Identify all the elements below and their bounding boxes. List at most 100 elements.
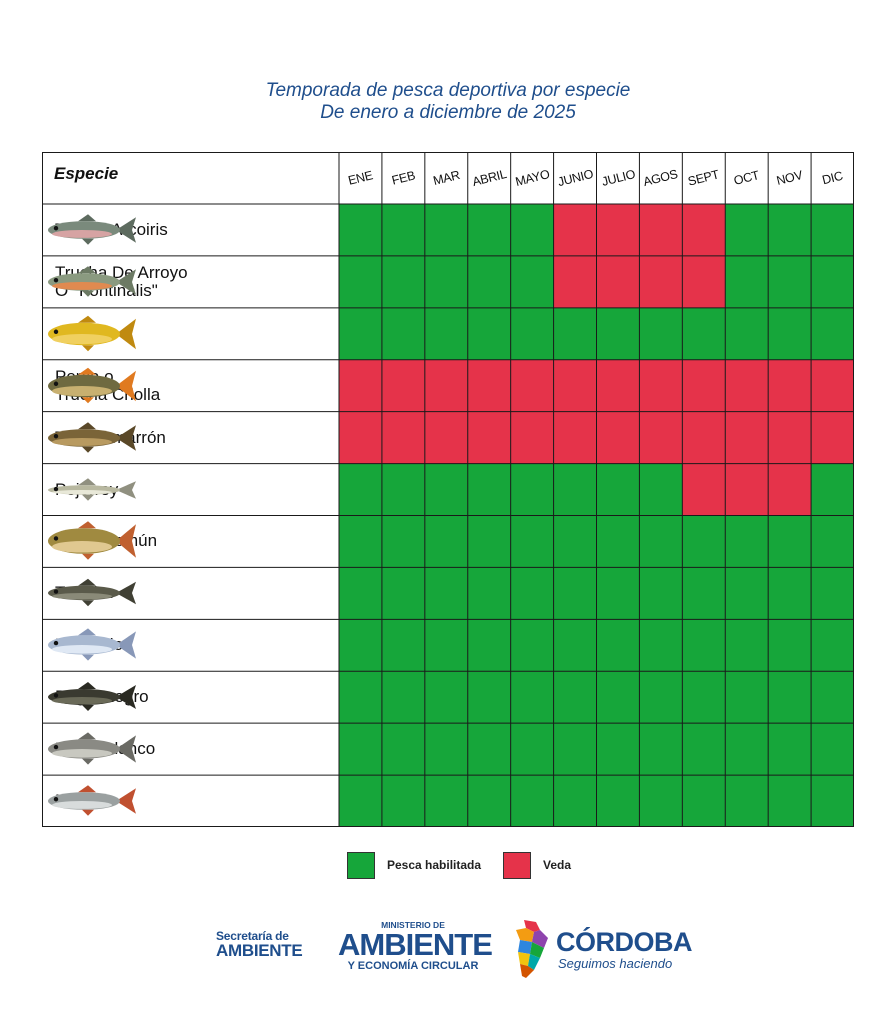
cell-4-sept xyxy=(682,411,726,464)
cell-2-mayo xyxy=(510,307,554,360)
cell-3-ene xyxy=(339,359,382,412)
cell-3-feb xyxy=(381,359,425,412)
cell-4-mar xyxy=(424,411,468,464)
cell-3-julio xyxy=(596,359,640,412)
cell-7-dic xyxy=(811,567,854,620)
perch-icon xyxy=(48,367,136,403)
secretaria-line-1: Secretaría de xyxy=(216,929,289,943)
cell-10-nov xyxy=(768,723,812,776)
cell-5-feb xyxy=(381,463,425,516)
cordoba-logo: CÓRDOBA Seguimos haciendo xyxy=(510,918,700,980)
cell-9-oct xyxy=(725,671,769,724)
table-grid-svg xyxy=(42,152,854,827)
cell-11-abril xyxy=(467,775,511,827)
cell-2-feb xyxy=(381,307,425,360)
cell-10-julio xyxy=(596,723,640,776)
cell-2-junio xyxy=(553,307,597,360)
cell-0-dic xyxy=(811,204,854,256)
cell-8-junio xyxy=(553,619,597,672)
cell-11-oct xyxy=(725,775,769,827)
cell-6-sept xyxy=(682,515,726,568)
cell-10-junio xyxy=(553,723,597,776)
cell-9-nov xyxy=(768,671,812,724)
cell-3-sept xyxy=(682,359,726,412)
cell-6-dic xyxy=(811,515,854,568)
cell-8-mayo xyxy=(510,619,554,672)
ministerio-line-2: AMBIENTE xyxy=(338,927,493,962)
cell-0-feb xyxy=(381,204,425,256)
cell-6-feb xyxy=(381,515,425,568)
cell-10-sept xyxy=(682,723,726,776)
cell-11-ene xyxy=(339,775,382,827)
cell-6-junio xyxy=(553,515,597,568)
cell-5-sept xyxy=(682,463,726,516)
ministerio-line-3: Y ECONOMÍA CIRCULAR xyxy=(347,960,479,972)
cell-7-mayo xyxy=(510,567,554,620)
cell-11-agos xyxy=(639,775,683,827)
cell-7-mar xyxy=(424,567,468,620)
legend: Pesca habilitada Veda xyxy=(0,852,896,880)
black-catfish-icon xyxy=(48,682,136,712)
species-column-header: Especie xyxy=(54,164,119,183)
cell-3-dic xyxy=(811,359,854,412)
cell-5-oct xyxy=(725,463,769,516)
cell-3-oct xyxy=(725,359,769,412)
cell-8-agos xyxy=(639,619,683,672)
cell-1-nov xyxy=(768,255,812,308)
cell-4-abril xyxy=(467,411,511,464)
cell-9-abril xyxy=(467,671,511,724)
legend-label-habilitada: Pesca habilitada xyxy=(387,858,482,872)
cell-11-julio xyxy=(596,775,640,827)
cell-10-abril xyxy=(467,723,511,776)
cell-10-agos xyxy=(639,723,683,776)
cell-6-agos xyxy=(639,515,683,568)
cell-6-oct xyxy=(725,515,769,568)
cell-5-nov xyxy=(768,463,812,516)
cell-7-agos xyxy=(639,567,683,620)
cell-1-feb xyxy=(381,255,425,308)
cell-5-dic xyxy=(811,463,854,516)
cordoba-line-1: CÓRDOBA xyxy=(556,927,693,957)
cell-8-oct xyxy=(725,619,769,672)
cell-4-ene xyxy=(339,411,382,464)
cell-9-feb xyxy=(381,671,425,724)
legend-swatch-habilitada xyxy=(347,852,375,879)
title-line-1: Temporada de pesca deportiva por especie xyxy=(265,80,631,101)
cell-10-dic xyxy=(811,723,854,776)
cell-6-mar xyxy=(424,515,468,568)
cell-6-ene xyxy=(339,515,382,568)
cell-0-abril xyxy=(467,204,511,256)
cell-4-nov xyxy=(768,411,812,464)
cell-8-ene xyxy=(339,619,382,672)
legend-label-veda: Veda xyxy=(543,858,572,872)
cell-0-agos xyxy=(639,204,683,256)
cell-2-julio xyxy=(596,307,640,360)
cell-3-junio xyxy=(553,359,597,412)
cell-8-feb xyxy=(381,619,425,672)
cell-3-mar xyxy=(424,359,468,412)
cell-9-mar xyxy=(424,671,468,724)
cell-10-ene xyxy=(339,723,382,776)
cell-6-abril xyxy=(467,515,511,568)
cell-10-oct xyxy=(725,723,769,776)
cell-7-julio xyxy=(596,567,640,620)
cell-2-mar xyxy=(424,307,468,360)
cell-9-dic xyxy=(811,671,854,724)
cell-2-oct xyxy=(725,307,769,360)
secretaria-ambiente-logo: Secretaría de AMBIENTE xyxy=(216,929,316,961)
page-title: Temporada de pesca deportiva por especie… xyxy=(0,80,896,124)
ministerio-ambiente-logo: MINISTERIO DE AMBIENTE Y ECONOMÍA CIRCUL… xyxy=(338,921,493,973)
cell-2-dic xyxy=(811,307,854,360)
cell-1-mar xyxy=(424,255,468,308)
cell-4-feb xyxy=(381,411,425,464)
cell-1-oct xyxy=(725,255,769,308)
mojarra-icon xyxy=(48,785,136,816)
cell-5-abril xyxy=(467,463,511,516)
cell-1-abril xyxy=(467,255,511,308)
cell-7-nov xyxy=(768,567,812,620)
cell-5-ene xyxy=(339,463,382,516)
cell-10-mar xyxy=(424,723,468,776)
cell-3-mayo xyxy=(510,359,554,412)
cell-0-ene xyxy=(339,204,382,256)
cell-4-julio xyxy=(596,411,640,464)
